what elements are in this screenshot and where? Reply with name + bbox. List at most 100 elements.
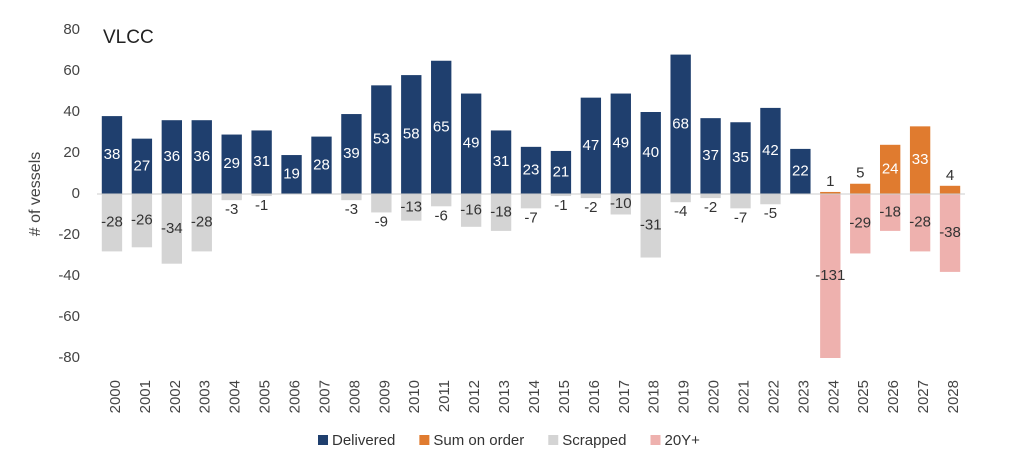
data-label: -3: [225, 201, 238, 218]
bar: [640, 112, 661, 194]
bar: [131, 194, 153, 248]
bar: [281, 155, 302, 194]
bar: [191, 120, 212, 194]
data-label: -28: [191, 214, 213, 231]
x-tick-label: 2024: [825, 380, 842, 413]
x-tick-label: 2014: [526, 380, 543, 413]
x-tick-label: 2026: [885, 380, 902, 413]
bar: [550, 150, 572, 194]
y-tick-label: 80: [63, 21, 80, 38]
data-label: -9: [375, 213, 388, 230]
bar: [311, 136, 332, 194]
data-label: -28: [101, 214, 123, 231]
y-axis-title: # of vessels: [27, 152, 44, 236]
data-label: 22: [792, 162, 809, 179]
bar: [790, 148, 811, 194]
x-tick-label: 2022: [765, 380, 782, 413]
bar: [161, 194, 183, 264]
bar: [670, 54, 691, 194]
data-label: 1: [826, 173, 834, 190]
bar: [431, 194, 452, 207]
bar: [251, 194, 272, 197]
bar: [460, 194, 482, 227]
bar: [909, 126, 931, 194]
data-label: -13: [400, 198, 422, 215]
data-label: 4: [946, 167, 954, 184]
data-label: -18: [879, 203, 901, 220]
data-label: 23: [523, 161, 540, 178]
bar: [401, 194, 422, 221]
x-tick-label: 2012: [466, 380, 483, 413]
y-tick-label: -60: [58, 308, 80, 325]
bar: [550, 194, 572, 197]
bar: [490, 130, 512, 194]
bar: [850, 183, 871, 194]
x-tick-label: 2027: [915, 380, 932, 413]
data-label: -4: [674, 203, 687, 220]
x-tick-label: 2015: [556, 380, 573, 413]
data-label: 65: [433, 118, 450, 135]
legend-swatch: [419, 435, 430, 445]
x-tick-label: 2007: [316, 380, 333, 413]
data-label: -1: [255, 197, 268, 214]
bar: [610, 194, 631, 215]
data-label: 38: [104, 146, 121, 163]
y-tick-label: -80: [58, 349, 80, 366]
data-label: -6: [435, 207, 448, 224]
legend-label: Sum on order: [433, 432, 524, 449]
data-label: 58: [403, 126, 420, 143]
data-label: 31: [493, 153, 510, 170]
x-tick-label: 2002: [167, 380, 184, 413]
data-label: 28: [313, 156, 330, 173]
x-tick-label: 2025: [855, 380, 872, 413]
legend-swatch: [650, 435, 661, 445]
data-label: 36: [163, 148, 180, 165]
data-label: 68: [672, 115, 689, 132]
bar: [700, 194, 721, 199]
bar: [490, 194, 512, 231]
data-label: 47: [583, 137, 600, 154]
bar: [760, 194, 781, 205]
bar: [460, 93, 482, 194]
x-tick-label: 2003: [197, 380, 214, 413]
data-label: -1: [554, 197, 567, 214]
bar: [730, 194, 751, 209]
data-label: 39: [343, 145, 360, 162]
data-label: -31: [640, 217, 662, 234]
legend-label: Scrapped: [562, 432, 626, 449]
data-label: -38: [939, 224, 961, 241]
data-label: 29: [223, 155, 240, 172]
bar: [820, 191, 841, 194]
bar: [760, 107, 781, 194]
data-label: 49: [612, 135, 629, 152]
bar: [191, 194, 212, 252]
y-tick-label: -20: [58, 226, 80, 243]
data-label: -34: [161, 220, 183, 237]
x-tick-label: 2028: [945, 380, 962, 413]
bar: [161, 120, 183, 194]
bar: [341, 194, 362, 201]
x-tick-label: 2010: [406, 380, 423, 413]
x-tick-label: 2009: [376, 380, 393, 413]
x-tick-label: 2005: [257, 380, 274, 413]
chart-title: VLCC: [103, 27, 154, 48]
data-label: 49: [463, 135, 480, 152]
bar: [820, 194, 841, 358]
x-tick-label: 2013: [496, 380, 513, 413]
data-label: 19: [283, 165, 300, 182]
bar: [580, 97, 602, 194]
bar: [610, 93, 631, 194]
y-tick-label: 60: [63, 62, 80, 79]
bar: [879, 194, 901, 231]
data-label: 36: [193, 148, 210, 165]
bar: [640, 194, 661, 258]
x-tick-label: 2023: [795, 380, 812, 413]
data-label: 33: [912, 151, 929, 168]
data-label: 31: [253, 153, 270, 170]
data-label: 5: [856, 165, 864, 182]
y-tick-label: 40: [63, 103, 80, 120]
data-label: -3: [345, 201, 358, 218]
data-label: -16: [460, 201, 482, 218]
bar: [221, 134, 242, 194]
